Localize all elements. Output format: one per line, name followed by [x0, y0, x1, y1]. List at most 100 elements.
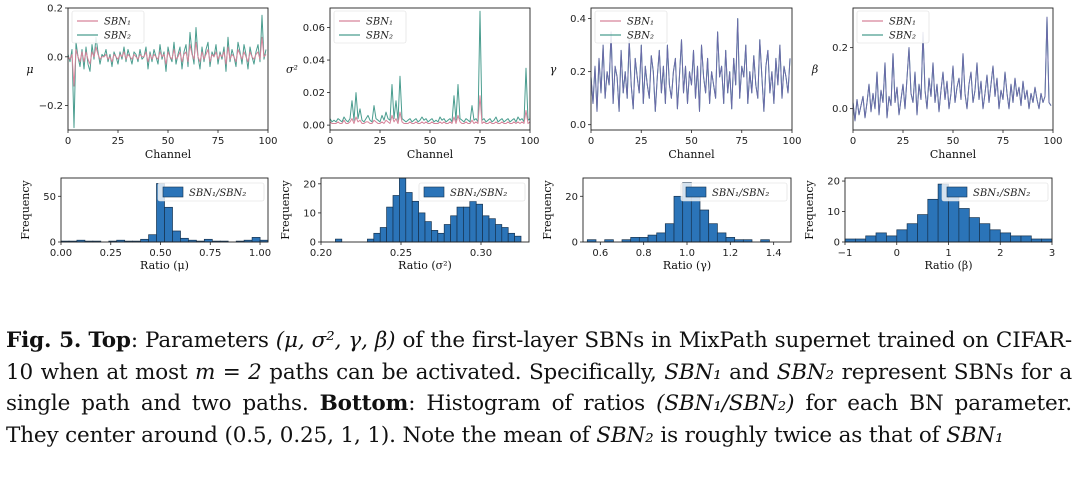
legend: SBN₁/SBN₂	[418, 182, 526, 202]
chart-gamma: 0 25 50 75 100 0.0 0.2 0.4 Channel γ SBN₁ SBN₂	[550, 7, 802, 161]
chart-beta: 0 25 50 75 100 0.0 0.2 Channel β SBN₁ SBN₂	[811, 7, 1063, 161]
histogram-bar	[886, 235, 898, 243]
series-line	[329, 10, 531, 123]
x-tick-label: 0.8	[636, 248, 652, 259]
histogram-bar	[431, 230, 439, 243]
chart-var: 0 25 50 75 1000.000.020.040.06Channelσ²SBN₁S…	[286, 7, 540, 161]
legend-box	[418, 182, 526, 202]
histogram-bar	[482, 215, 490, 243]
histogram-bar	[716, 232, 727, 243]
histogram-bar	[373, 232, 381, 243]
histogram-bar	[386, 206, 394, 243]
y-axis-label: Frequency	[803, 179, 816, 239]
y-tick-label: 0.2	[570, 67, 586, 78]
x-tick-label: 0.20	[310, 248, 332, 259]
plot-frame	[852, 7, 1054, 131]
y-axis-label: γ	[550, 63, 557, 76]
x-axis-label: Channel	[145, 148, 192, 161]
figure-panel: 0 25 50 75 100 0.2 0.0 −0.2 Channel μ SBN₁ SBN₂ 0 25 5…	[19, 4, 1063, 273]
histogram-bar	[488, 218, 496, 243]
histogram-bar	[630, 237, 640, 243]
plot-frame	[67, 7, 269, 131]
histogram-bar	[379, 227, 387, 243]
legend: SBN₁ SBN₂	[856, 10, 930, 44]
x-tick-label: 25	[897, 136, 910, 147]
histogram-bar	[647, 234, 658, 243]
caption-math-sbn1: SBN₁	[664, 359, 722, 385]
histogram-bar	[463, 206, 471, 243]
histogram-bar	[656, 232, 666, 243]
caption-text: is roughly twice as that of	[653, 422, 947, 448]
y-axis-label: Frequency	[541, 179, 554, 239]
y-tick-label: 0.0	[570, 120, 586, 131]
y-axis-label: Frequency	[19, 179, 32, 239]
y-tick-label: 0.00	[303, 121, 325, 132]
histogram-bar	[411, 200, 419, 243]
x-tick-label: 0	[850, 136, 856, 147]
legend-label: SBN₂	[889, 31, 916, 42]
histogram-bar	[405, 192, 413, 243]
histogram-bar	[148, 234, 157, 243]
histogram-bar	[927, 198, 939, 243]
x-axis-label: Ratio (σ²)	[398, 259, 452, 272]
histogram-bar	[392, 195, 400, 243]
x-tick-label: 1.00	[249, 248, 271, 259]
x-tick-label: 75	[997, 136, 1010, 147]
x-tick-label: 75	[212, 136, 225, 147]
x-axis-label: Ratio (β)	[924, 259, 972, 272]
chart-ratio-gamma: 0.6 0.8 1.0 1.2 1.4 0 20 Ratio (γ) Frequency SBN₁…	[541, 177, 792, 272]
chart-mu: 0 25 50 75 100 0.2 0.0 −0.2 Channel μ SBN₁ SBN₂	[26, 4, 277, 162]
histogram-bar	[172, 230, 181, 243]
histogram-bar	[1010, 235, 1022, 243]
series-line	[590, 18, 791, 112]
x-axis-label: Ratio (μ)	[140, 259, 189, 272]
legend: SBN₁ SBN₂	[333, 10, 407, 44]
x-axis-label: Channel	[407, 148, 454, 161]
y-tick-label: 0.0	[47, 52, 63, 63]
x-tick-label: 100	[782, 136, 801, 147]
histogram-bar	[164, 206, 173, 243]
histogram-bar	[450, 215, 458, 243]
legend-swatch	[162, 186, 184, 198]
x-tick-label: 50	[947, 136, 960, 147]
x-tick-label: 2	[997, 248, 1003, 259]
legend-swatch	[946, 186, 968, 198]
legend-label: SBN₁/SBN₂	[450, 188, 507, 199]
x-tick-label: 0	[588, 136, 594, 147]
plot-frame	[60, 177, 269, 243]
histogram-bar	[673, 195, 684, 243]
legend-label: SBN₁/SBN₂	[189, 188, 246, 199]
legend: SBN₁ SBN₂	[594, 10, 668, 44]
x-tick-label: −1	[838, 248, 853, 259]
histogram-bar	[437, 232, 445, 243]
y-tick-label: −0.2	[39, 101, 63, 112]
legend-box	[941, 182, 1049, 202]
histogram-bar	[968, 217, 980, 243]
x-tick-label: 0.6	[592, 248, 608, 259]
x-tick-label: 1.4	[766, 248, 782, 259]
x-tick-label: 0	[894, 248, 900, 259]
x-tick-label: 1	[945, 248, 951, 259]
histogram-bar	[507, 232, 515, 243]
histogram-bar	[725, 237, 736, 243]
histogram-bar	[699, 209, 710, 243]
x-tick-label: 50	[424, 136, 437, 147]
x-tick-label: 75	[474, 136, 487, 147]
legend-box	[157, 182, 265, 202]
caption-top-label: Top	[88, 328, 131, 353]
caption-text: : Histogram of ratios	[408, 391, 657, 416]
legend-label: SBN₁	[104, 17, 131, 28]
caption-math-sbn2: SBN₂	[596, 422, 654, 448]
histogram-bar	[896, 229, 908, 243]
series-line	[329, 95, 531, 124]
histogram-bar	[664, 223, 675, 243]
histogram-bar	[180, 237, 189, 243]
y-tick-label: 0	[834, 238, 840, 249]
plot-frame	[590, 7, 793, 131]
x-axis-label: Ratio (γ)	[663, 259, 711, 272]
caption-text: represent SBNs for a single path and two…	[6, 359, 1072, 417]
y-tick-label: 0	[310, 238, 316, 249]
caption-text: and	[721, 359, 777, 385]
x-tick-label: 1.0	[679, 248, 695, 259]
